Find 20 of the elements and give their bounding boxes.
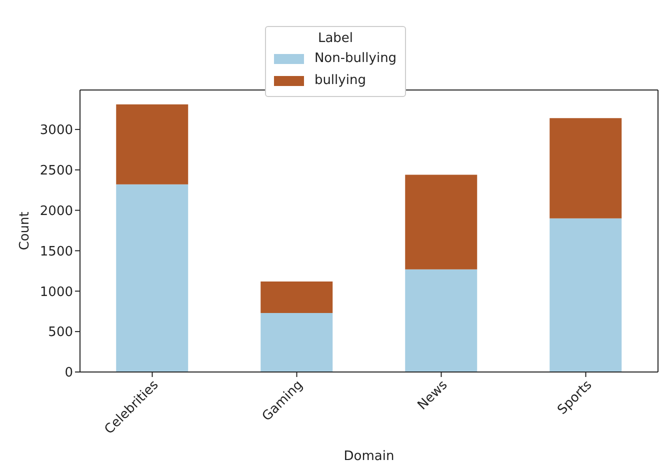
- x-axis-title: Domain: [344, 449, 394, 464]
- y-tick-label: 500: [48, 325, 73, 340]
- legend-label: Non-bullying: [314, 50, 397, 68]
- y-tick-label: 1500: [40, 244, 73, 260]
- bar: [260, 281, 333, 313]
- bar: [550, 118, 622, 218]
- y-tick-label: 3000: [40, 123, 73, 138]
- y-tick-label: 2000: [40, 204, 73, 219]
- y-axis-title: Count: [18, 212, 33, 250]
- bar: [405, 269, 478, 372]
- legend-title: Label: [316, 31, 354, 46]
- bar: [260, 312, 333, 372]
- bar: [116, 184, 188, 372]
- bar: [405, 174, 478, 270]
- bar: [550, 218, 622, 372]
- y-tick-label: 0: [64, 366, 73, 381]
- bar: [116, 104, 188, 184]
- y-tick-label: 2500: [40, 163, 73, 178]
- legend-label: bullying: [314, 72, 366, 90]
- y-tick-label: 1000: [40, 284, 73, 300]
